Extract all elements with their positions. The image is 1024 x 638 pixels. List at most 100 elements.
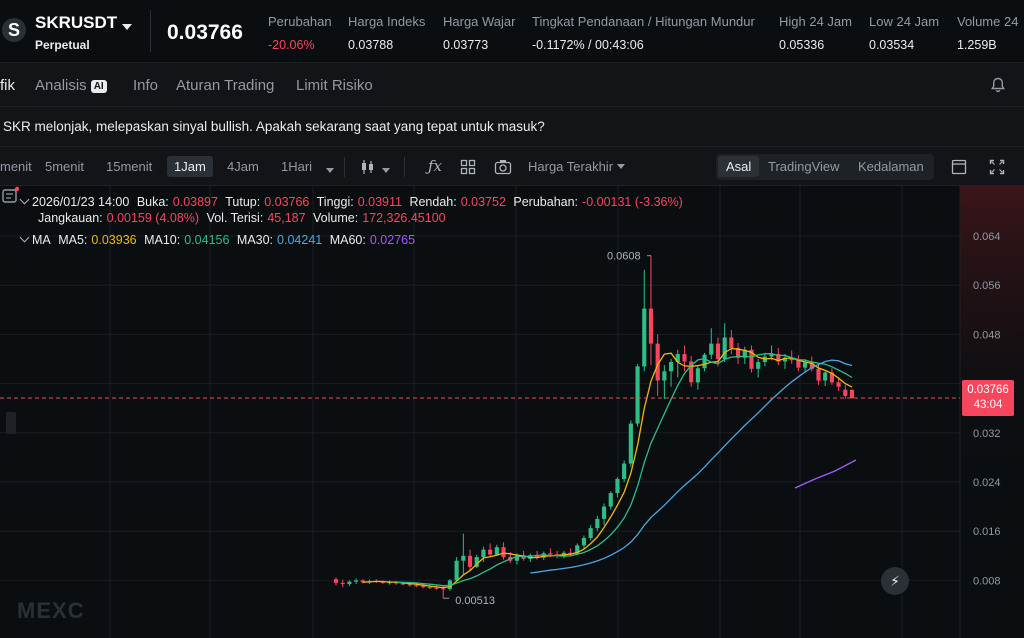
view-tradingview[interactable]: TradingView <box>768 159 840 174</box>
fullscreen-icon[interactable] <box>989 159 1005 175</box>
tab-trading-rules[interactable]: Aturan Trading <box>176 77 275 94</box>
candle-body <box>729 337 734 348</box>
drawing-tools-icon[interactable] <box>0 186 20 206</box>
candle-body <box>454 560 459 581</box>
change-label: Perubahan: <box>513 195 579 209</box>
high-value: 0.03911 <box>357 195 402 209</box>
symbol-name[interactable]: SKRUSDT <box>35 13 118 32</box>
ticker-divider <box>150 10 151 52</box>
ohlc-row-1: 2026/01/23 14:00 Buka: 0.03897 Tutup: 0.03… <box>19 194 687 210</box>
candle-body <box>756 362 761 369</box>
layout-icon[interactable] <box>460 159 476 175</box>
tab-info[interactable]: Info <box>133 77 159 94</box>
low-value: 0.03752 <box>460 195 506 209</box>
candle-countdown: 43:04 <box>973 398 1003 411</box>
candle-body <box>749 349 754 369</box>
ohlc-row-2: Jangkauan: 0.00159 (4.08%) Vol. Terisi: 45… <box>19 210 687 226</box>
ma5-line <box>362 347 853 589</box>
camera-icon[interactable] <box>494 159 512 175</box>
price-type-label: Harga Terakhir <box>528 159 614 174</box>
toolbar-divider <box>404 157 405 177</box>
candle-body <box>702 354 707 369</box>
range-label: Jangkauan: <box>38 211 103 225</box>
ma5-label: MA5: <box>58 233 88 247</box>
candle-type-icon[interactable] <box>360 159 376 175</box>
stat-value: -0.1172% / 00:43:06 <box>532 38 644 52</box>
quick-trade-bolt-icon[interactable]: ⚡ <box>881 567 909 595</box>
price-type-select[interactable]: Harga Terakhir <box>528 159 626 174</box>
candle-body <box>615 478 620 494</box>
candle-body <box>823 372 828 381</box>
tab-risk-limit[interactable]: Limit Risiko <box>296 77 373 94</box>
candle-body <box>548 553 553 555</box>
ma-label: MA <box>32 233 51 247</box>
stat-funding-rate[interactable]: Tingkat Pendanaan / Hitungan Mundur -0.1… <box>532 14 755 52</box>
candle-body <box>501 547 506 558</box>
timeframe-4h[interactable]: 4Jam <box>227 159 259 174</box>
timeframe-1m[interactable]: menit <box>0 159 32 174</box>
timeframe-5m[interactable]: 5menit <box>45 159 85 174</box>
collapse-chevron-icon[interactable] <box>19 194 30 205</box>
side-panel-handle <box>6 412 16 434</box>
candle-body <box>709 343 714 355</box>
volume-label: Volume: <box>313 211 359 225</box>
candle-body <box>400 583 406 585</box>
stat-change: Perubahan -20.06% <box>268 14 332 52</box>
tab-analysis[interactable]: Analisis AI <box>35 77 107 94</box>
y-tick-label: 0.008 <box>973 575 1001 587</box>
window-icon[interactable] <box>951 159 967 175</box>
symbol-dropdown-icon[interactable] <box>122 24 132 30</box>
change-value: -0.00131 (-3.36%) <box>582 195 683 209</box>
contract-type: Perpetual <box>35 38 90 52</box>
candle-body <box>655 343 660 381</box>
stat-value: 0.03788 <box>348 38 394 52</box>
collapse-chevron-icon[interactable] <box>19 232 30 243</box>
candle-body <box>849 389 855 398</box>
candle-body <box>736 347 741 358</box>
candle-body <box>575 545 580 554</box>
candle-body <box>695 368 700 383</box>
timeframe-more-icon[interactable] <box>322 162 334 179</box>
candle-body <box>836 382 841 387</box>
y-tick-label: 0.056 <box>973 280 1001 292</box>
candle-body <box>387 582 392 584</box>
candle-type-dropdown-icon[interactable] <box>378 162 390 179</box>
view-switcher: Asal TradingView Kedalaman <box>716 154 934 180</box>
candle-body <box>689 361 694 383</box>
candle-body <box>568 552 573 554</box>
indicator-icon[interactable]: ƒx <box>428 157 443 175</box>
timeframe-15m[interactable]: 15menit <box>106 159 153 174</box>
candlestick-chart[interactable]: 0.0640.0560.0480.0400.0320.0240.0160.008… <box>0 186 1024 638</box>
candle-body <box>796 360 801 368</box>
candle-body <box>622 463 627 479</box>
high-label: Tinggi: <box>316 195 354 209</box>
filled-value: 45,187 <box>267 211 306 225</box>
y-tick-label: 0.064 <box>973 231 1001 243</box>
candle-body <box>474 557 479 567</box>
stat-label: Volume 24 <box>957 14 1019 29</box>
view-depth[interactable]: Kedalaman <box>858 159 924 174</box>
ma5-value: 0.03936 <box>91 233 137 247</box>
candle-body <box>521 555 526 559</box>
candle-body <box>407 584 412 586</box>
stat-value: 1.259B <box>957 38 997 52</box>
last-price: 0.03766 <box>167 21 243 44</box>
candle-body <box>447 580 452 590</box>
open-value: 0.03897 <box>172 195 218 209</box>
tab-chart[interactable]: fik <box>0 77 15 94</box>
timeframe-1h[interactable]: 1Jam <box>167 156 213 177</box>
view-original[interactable]: Asal <box>718 156 760 177</box>
timeframe-1d[interactable]: 1Hari <box>281 159 313 174</box>
candle-body <box>635 366 640 424</box>
chart-area[interactable]: 0.0640.0560.0480.0400.0320.0240.0160.008… <box>0 186 1024 638</box>
news-headline[interactable]: SKR melonjak, melepaskan sinyal bullish.… <box>3 119 545 134</box>
y-tick-label: 0.024 <box>973 477 1001 489</box>
filled-label: Vol. Terisi: <box>206 211 264 225</box>
candle-body <box>588 528 593 538</box>
candle-body <box>809 362 814 369</box>
news-banner[interactable]: SKR melonjak, melepaskan sinyal bullish.… <box>0 106 1024 146</box>
candle-body <box>488 549 493 555</box>
bell-icon[interactable] <box>990 77 1006 93</box>
candle-body <box>514 555 520 561</box>
candle-body <box>340 582 345 585</box>
